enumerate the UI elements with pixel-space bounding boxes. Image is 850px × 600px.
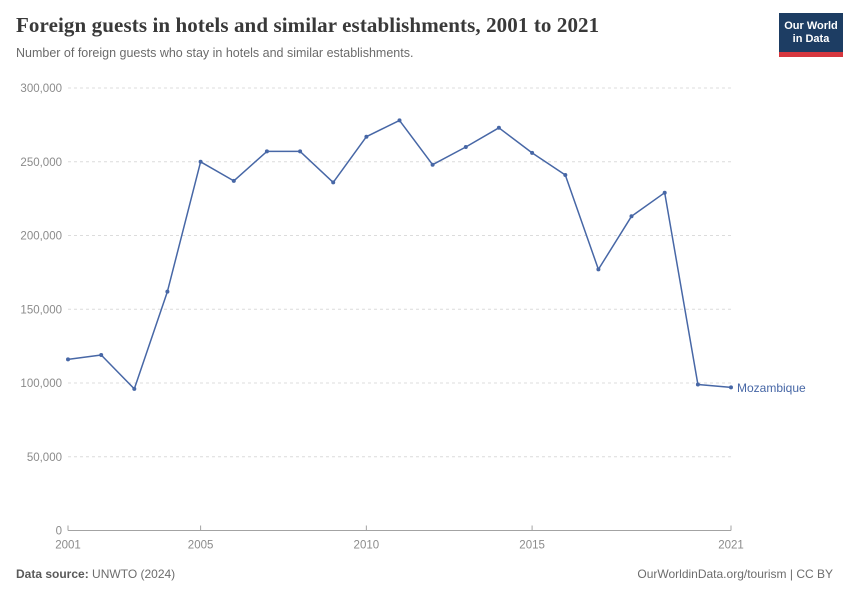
y-tick-label: 200,000 [20, 231, 62, 243]
y-tick-label: 250,000 [20, 157, 62, 169]
data-point[interactable] [331, 180, 336, 185]
data-line[interactable] [67, 119, 732, 390]
data-point[interactable] [231, 178, 236, 183]
x-tick-label: 2021 [718, 540, 744, 552]
data-point[interactable] [629, 214, 634, 219]
data-source: Data source: UNWTO (2024) [16, 566, 175, 582]
data-point[interactable] [298, 149, 303, 154]
chart-title: Foreign guests in hotels and similar est… [16, 13, 600, 37]
data-source-value: UNWTO (2024) [92, 567, 176, 581]
y-tick-label: 300,000 [20, 83, 62, 95]
data-point[interactable] [132, 386, 137, 391]
y-tick-label: 150,000 [20, 304, 62, 316]
x-tick-label: 2010 [354, 540, 380, 552]
data-point[interactable] [563, 173, 568, 177]
owid-credit-link[interactable]: OurWorldinData.org/tourism | CC BY [637, 567, 833, 581]
y-tick-label: 100,000 [20, 378, 62, 390]
data-point[interactable] [397, 118, 402, 123]
data-point[interactable] [530, 150, 535, 155]
y-tick-label: 0 [56, 526, 62, 538]
owid-logo-line1: Our World [784, 20, 838, 32]
data-point[interactable] [662, 190, 667, 195]
data-point[interactable] [165, 289, 170, 294]
chart-footer: Data source: UNWTO (2024) OurWorldinData… [16, 566, 833, 582]
chart-subtitle: Number of foreign guests who stay in hot… [16, 46, 414, 60]
data-point[interactable] [430, 162, 435, 167]
data-point[interactable] [198, 159, 203, 164]
data-point[interactable] [264, 149, 269, 154]
data-point[interactable] [729, 385, 733, 390]
owid-logo-line2: in Data [792, 33, 830, 45]
data-point[interactable] [66, 357, 70, 362]
data-source-label: Data source: [16, 567, 89, 581]
series-end-label[interactable]: Mozambique [737, 381, 806, 395]
x-tick-label: 2001 [55, 540, 81, 552]
data-point[interactable] [99, 353, 104, 357]
chart-header: Foreign guests in hotels and similar est… [16, 12, 766, 61]
owid-logo[interactable]: Our World in Data [779, 13, 843, 57]
y-tick-label: 50,000 [27, 452, 62, 464]
data-point[interactable] [596, 267, 601, 272]
data-point[interactable] [364, 134, 369, 139]
data-point[interactable] [463, 145, 468, 149]
x-tick-label: 2015 [519, 540, 545, 552]
x-tick-label: 2005 [188, 540, 214, 552]
data-point[interactable] [496, 125, 501, 130]
data-point[interactable] [695, 382, 700, 387]
